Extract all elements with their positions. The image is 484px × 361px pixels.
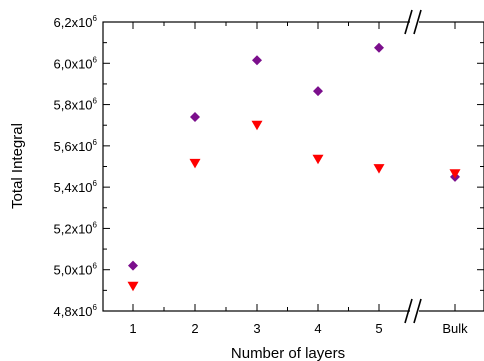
y-tick-label: 5,2x106 (54, 220, 98, 236)
y-tick-label: 5,6x106 (54, 138, 98, 154)
x-tick-label: 5 (375, 321, 382, 336)
x-tick-label: 1 (129, 321, 136, 336)
triangle-marker (189, 158, 201, 169)
plot-frame (102, 21, 484, 312)
axis-ticks (103, 21, 484, 312)
x-tick-label: 2 (191, 321, 198, 336)
x-axis-title: Number of layers (231, 345, 345, 361)
axis-break-gap (410, 19, 419, 25)
y-tick-label: 5,0x106 (54, 262, 98, 278)
axis-break (404, 9, 422, 324)
triangle-marker (251, 120, 263, 131)
x-tick-label: 3 (253, 321, 260, 336)
data-points (127, 42, 461, 292)
y-tick-label: 5,8x106 (54, 97, 98, 113)
axis-break-slash (413, 9, 422, 35)
y-tick-label: 5,4x106 (54, 179, 98, 195)
x-tick-label: 4 (314, 321, 321, 336)
diamond-marker (190, 111, 200, 122)
axis-break-gap (410, 308, 419, 314)
x-tick-labels: 1 2 3 4 5 Bulk (129, 321, 468, 336)
y-axis-title: Total Integral (9, 123, 26, 209)
y-tick-label: 4,8x106 (54, 303, 98, 319)
triangle-marker (373, 164, 385, 174)
x-tick-label: Bulk (442, 321, 468, 336)
diamond-marker (313, 86, 323, 97)
y-tick-label: 6,2x106 (54, 14, 98, 30)
axis-break-slash (413, 298, 422, 324)
y-tick-labels: 4,8x106 5,0x106 5,2x106 5,4x106 5,6x106 5,8x1… (54, 14, 98, 319)
y-tick-label: 6,0x106 (54, 55, 98, 71)
triangle-marker (127, 281, 139, 292)
diamond-marker (252, 55, 262, 66)
axis-break-slash (404, 9, 413, 35)
triangle-marker (449, 169, 461, 179)
triangle-marker (312, 154, 324, 165)
diamond-marker (128, 260, 138, 271)
axis-break-slash (404, 298, 413, 324)
diamond-marker (374, 42, 384, 53)
